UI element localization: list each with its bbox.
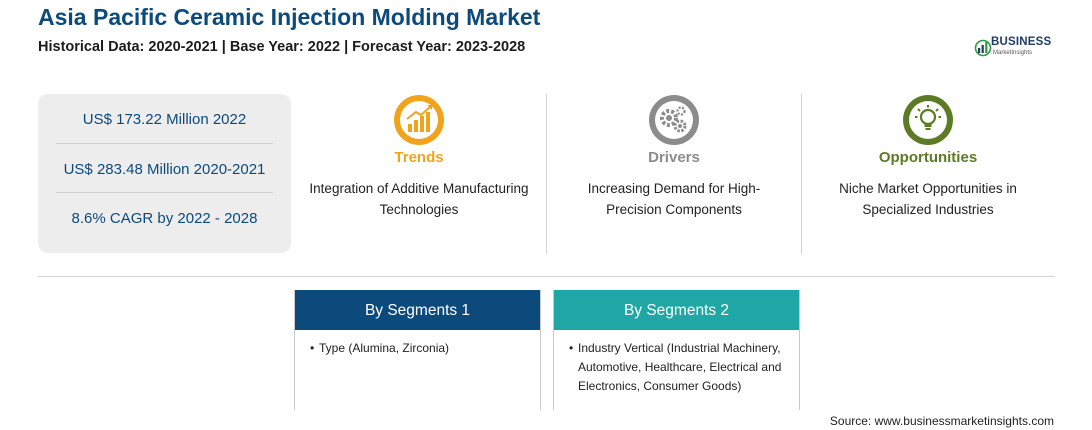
card-divider [546, 94, 547, 254]
page-title: Asia Pacific Ceramic Injection Molding M… [38, 4, 541, 30]
drivers-card: Drivers Increasing Demand for High-Preci… [554, 93, 794, 253]
trends-card: Trends Integration of Additive Manufactu… [299, 93, 539, 253]
logo-mark-icon [974, 39, 992, 57]
stat-market-value-2022: US$ 173.22 Million 2022 [82, 111, 247, 128]
stat-divider [56, 192, 273, 193]
stat-market-value-historical: US$ 283.48 Million 2020-2021 [63, 161, 266, 178]
segment-2-item: Industry Vertical (Industrial Machinery,… [569, 339, 795, 396]
opportunities-title: Opportunities [878, 149, 978, 166]
drivers-title: Drivers [648, 149, 700, 166]
card-divider [801, 94, 802, 254]
stat-divider [56, 143, 273, 144]
page-subtitle: Historical Data: 2020-2021 | Base Year: … [38, 39, 526, 55]
segment-panel-2: By Segments 2 Industry Vertical (Industr… [553, 290, 800, 410]
source-note: Source: www.businessmarketinsights.com [829, 414, 1054, 428]
segment-1-body: Type (Alumina, Zirconia) [295, 330, 540, 358]
brand-logo[interactable]: BUSINESS MarketInsights [974, 35, 1074, 61]
lightbulb-icon [903, 95, 953, 145]
drivers-text: Increasing Demand for High-Precision Com… [587, 181, 761, 217]
market-stats-panel: US$ 173.22 Million 2022 US$ 283.48 Milli… [38, 94, 291, 253]
segment-panel-1: By Segments 1 Type (Alumina, Zirconia) [294, 290, 541, 410]
segment-1-item: Type (Alumina, Zirconia) [310, 339, 536, 358]
segment-2-body: Industry Vertical (Industrial Machinery,… [554, 330, 799, 396]
segment-1-header: By Segments 1 [295, 290, 540, 330]
trends-text: Integration of Additive Manufacturing Te… [309, 181, 529, 217]
gears-icon [649, 95, 699, 145]
stat-cagr: 8.6% CAGR by 2022 - 2028 [71, 210, 258, 227]
growth-chart-icon [394, 95, 444, 145]
section-divider [38, 276, 1055, 277]
opportunities-text: Niche Market Opportunities in Specialize… [839, 181, 1017, 217]
logo-brand-text: BUSINESS [991, 36, 1052, 48]
logo-tagline: MarketInsights [993, 50, 1033, 56]
segment-2-header: By Segments 2 [554, 290, 799, 330]
opportunities-card: Opportunities Niche Market Opportunities… [808, 93, 1048, 253]
trends-title: Trends [394, 149, 444, 166]
